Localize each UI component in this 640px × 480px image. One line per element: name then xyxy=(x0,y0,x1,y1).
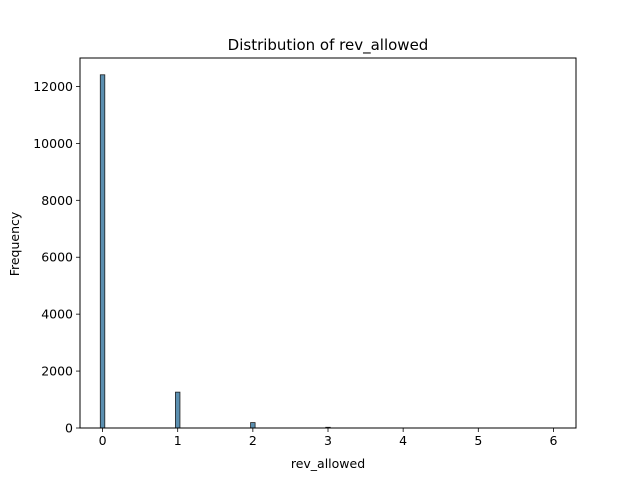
x-tick-label: 2 xyxy=(249,433,257,448)
x-tick-label: 1 xyxy=(174,433,182,448)
y-axis-title: Frequency xyxy=(7,211,22,276)
y-tick-label: 0 xyxy=(65,421,73,436)
bar-0 xyxy=(99,74,106,429)
y-axis-ticks: 0 2000 4000 6000 8000 10000 12000 xyxy=(33,79,80,436)
y-tick-label: 8000 xyxy=(41,193,73,208)
bars-group xyxy=(99,74,331,429)
plot-frame xyxy=(79,57,577,429)
x-axis-ticks: 0 1 2 3 4 5 6 xyxy=(99,428,557,448)
y-tick-label: 12000 xyxy=(33,79,73,94)
bar-2 xyxy=(250,422,256,429)
x-tick-label: 6 xyxy=(549,433,557,448)
bar-1 xyxy=(175,391,181,429)
y-tick-label: 4000 xyxy=(41,307,73,322)
y-tick-label: 6000 xyxy=(41,250,73,265)
x-tick-label: 4 xyxy=(399,433,407,448)
x-tick-label: 5 xyxy=(474,433,482,448)
y-tick-label: 2000 xyxy=(41,364,73,379)
y-tick-label: 10000 xyxy=(33,136,73,151)
x-tick-label: 0 xyxy=(99,433,107,448)
x-axis-title: rev_allowed xyxy=(291,456,365,471)
x-tick-label: 3 xyxy=(324,433,332,448)
chart-title: Distribution of rev_allowed xyxy=(228,36,429,55)
